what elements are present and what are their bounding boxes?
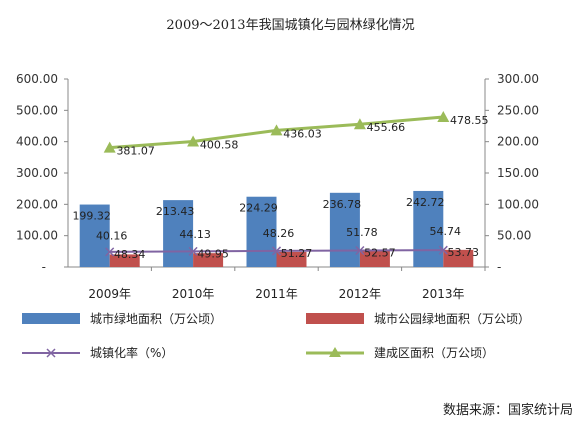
data-label-green-area: 224.29 xyxy=(239,202,278,215)
marker-x-stroke xyxy=(355,245,365,256)
legend-line-green-icon xyxy=(306,346,364,357)
left-tick-label: 400.00 xyxy=(16,135,58,149)
data-label-built-area: 455.66 xyxy=(367,121,406,134)
data-label-green-area: 213.43 xyxy=(156,205,195,218)
legend-item-built-area: 建成区面积（万公顷） xyxy=(306,344,494,361)
bar-green-area xyxy=(413,190,444,267)
marker-x-stroke xyxy=(271,246,282,256)
data-label-urbanization-rate: 51.27 xyxy=(281,247,313,260)
data-label-built-area: 478.55 xyxy=(450,114,489,127)
bar-park-area xyxy=(193,253,224,267)
chart-legend: 城市绿地面积（万公顷） 城市公园绿地面积（万公顷） 城镇化率（%） 建成区面积（… xyxy=(0,310,581,380)
legend-swatch-red xyxy=(306,313,364,324)
chart-plot: - 100.00 200.00 300.00 400.00 500.00 600.00 - 50… xyxy=(16,72,539,301)
x-tick-label: 2012年 xyxy=(339,287,382,301)
data-label-built-area: 436.03 xyxy=(283,127,322,140)
marker-built-area xyxy=(187,135,200,147)
marker-x-stroke xyxy=(188,246,198,256)
legend-item-park-area: 城市公园绿地面积（万公顷） xyxy=(306,310,530,327)
marker-urbanization-rate xyxy=(355,245,365,256)
data-label-urbanization-rate: 48.34 xyxy=(114,248,146,261)
bar-green-area xyxy=(163,200,194,267)
bar-green-area xyxy=(329,192,360,267)
bar-park-area xyxy=(109,254,140,267)
left-tick-label: 500.00 xyxy=(16,103,58,117)
chart-title: 2009～2013年我国城镇化与园林绿化情况 xyxy=(166,18,415,33)
legend-item-green-area: 城市绿地面积（万公顷） xyxy=(22,310,222,327)
bar-park-area xyxy=(276,251,307,267)
left-tick-label: 600.00 xyxy=(16,72,58,86)
data-label-built-area: 381.07 xyxy=(116,145,155,158)
source-note: 数据来源：国家统计局 xyxy=(442,403,573,418)
marker-built-area xyxy=(437,111,450,123)
legend-label: 城镇化率（%） xyxy=(90,346,174,360)
right-tick-label: 300.00 xyxy=(497,72,539,86)
legend-swatch-blue xyxy=(22,313,80,324)
legend-label: 城市公园绿地面积（万公顷） xyxy=(374,312,531,326)
marker-urbanization-rate xyxy=(105,247,115,257)
marker-urbanization-rate xyxy=(188,246,198,256)
right-tick-label: 50.00 xyxy=(497,229,531,243)
x-tick-label: 2011年 xyxy=(255,287,298,301)
left-tick-label: 200.00 xyxy=(16,197,58,211)
right-tick-label: 250.00 xyxy=(497,103,539,117)
right-tick-label: 200.00 xyxy=(497,135,539,149)
marker-x-stroke xyxy=(105,247,115,257)
data-label-urbanization-rate: 52.57 xyxy=(364,247,396,260)
data-label-park-area: 44.13 xyxy=(179,228,211,241)
data-label-park-area: 48.26 xyxy=(263,227,295,240)
data-label-park-area: 51.78 xyxy=(346,226,378,239)
x-tick-label: 2009年 xyxy=(88,287,131,301)
data-label-green-area: 242.72 xyxy=(406,196,445,209)
data-label-park-area: 40.16 xyxy=(96,229,128,242)
bar-green-area xyxy=(246,196,277,267)
data-label-urbanization-rate: 49.95 xyxy=(197,247,229,260)
marker-urbanization-rate xyxy=(438,245,448,255)
marker-built-area xyxy=(103,141,116,153)
legend-item-urbanization: 城镇化率（%） xyxy=(22,344,173,361)
marker-built-area xyxy=(353,118,366,130)
marker-urbanization-rate xyxy=(271,246,282,256)
bar-park-area xyxy=(443,249,474,267)
legend-label: 建成区面积（万公顷） xyxy=(374,346,495,360)
bar-green-area xyxy=(79,204,110,267)
x-tick-label: 2013年 xyxy=(422,287,465,301)
marker-built-area xyxy=(270,124,283,136)
left-tick-label: 100.00 xyxy=(16,229,58,243)
x-tick-label: 2010年 xyxy=(172,287,215,301)
left-tick-label: - xyxy=(42,260,46,274)
data-label-built-area: 400.58 xyxy=(200,138,239,151)
marker-x-stroke xyxy=(438,245,448,255)
data-label-park-area: 54.74 xyxy=(430,225,462,238)
data-label-urbanization-rate: 53.73 xyxy=(448,246,480,259)
right-tick-label: 150.00 xyxy=(497,166,539,180)
data-label-green-area: 236.78 xyxy=(323,198,362,211)
bar-park-area xyxy=(359,250,390,267)
legend-label: 城市绿地面积（万公顷） xyxy=(90,312,223,326)
right-tick-label: - xyxy=(497,260,501,274)
left-tick-label: 300.00 xyxy=(16,166,58,180)
right-tick-label: 100.00 xyxy=(497,197,539,211)
data-label-green-area: 199.32 xyxy=(72,210,111,223)
legend-line-purple-icon xyxy=(22,347,80,358)
